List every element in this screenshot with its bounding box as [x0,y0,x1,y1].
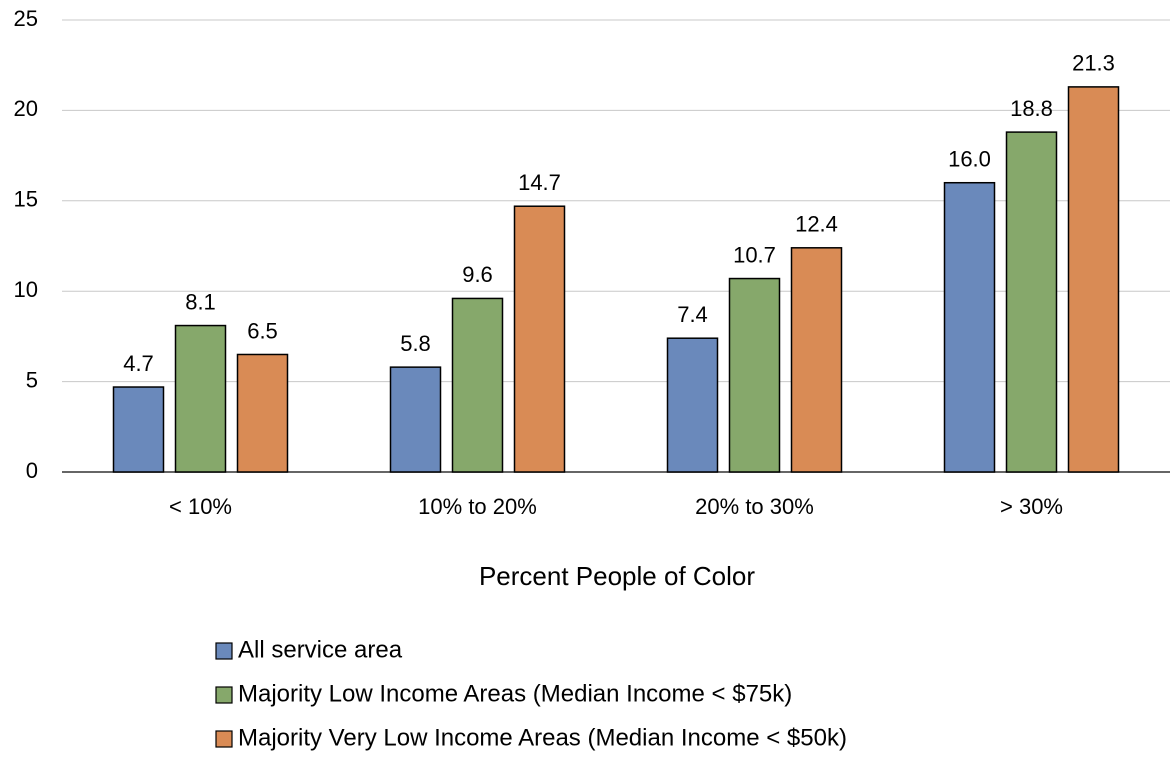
x-tick-label: 10% to 20% [418,494,537,519]
bar [236,353,289,473]
x-axis-title: Percent People of Color [479,561,755,591]
y-tick-label: 20 [14,96,38,121]
bar [728,277,781,473]
x-tick-label: > 30% [1000,494,1063,519]
bar [174,324,227,473]
legend-label: All service area [238,636,403,663]
y-tick-label: 5 [26,367,38,392]
bar [112,386,165,473]
data-label: 18.8 [1010,96,1053,121]
bar [1067,86,1120,473]
data-label: 21.3 [1072,51,1115,76]
legend-label: Majority Low Income Areas (Median Income… [238,680,792,707]
legend-swatch [215,642,233,660]
data-label: 5.8 [400,331,431,356]
x-tick-label: 20% to 30% [695,494,814,519]
data-label: 14.7 [518,170,561,195]
data-label: 7.4 [677,302,708,327]
bar [666,337,719,473]
y-tick-label: 0 [26,458,38,483]
bar [790,247,843,473]
y-tick-label: 10 [14,277,38,302]
bar [513,205,566,473]
data-label: 8.1 [185,289,216,314]
data-label: 16.0 [948,147,991,172]
data-label: 4.7 [123,351,154,376]
data-label: 10.7 [733,242,776,267]
legend-swatch [215,686,233,704]
data-label: 12.4 [795,212,838,237]
bar [389,366,442,473]
y-tick-label: 25 [14,6,38,31]
legend-swatch [215,730,233,748]
bar [1005,131,1058,473]
data-label: 6.5 [247,318,278,343]
bar [451,297,504,473]
data-label: 9.6 [462,262,493,287]
y-tick-label: 15 [14,187,38,212]
x-tick-label: < 10% [169,494,232,519]
bar [943,181,996,473]
legend-label: Majority Very Low Income Areas (Median I… [238,724,847,751]
